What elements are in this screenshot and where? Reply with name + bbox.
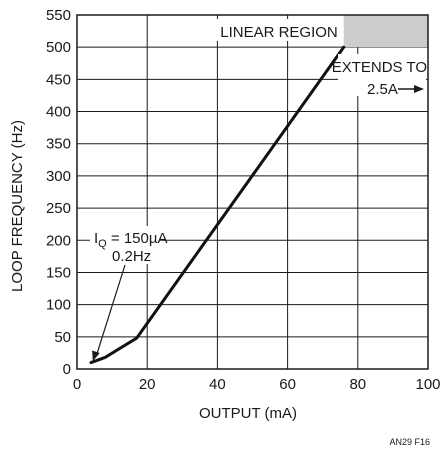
y-tick-label: 300: [46, 168, 71, 185]
iq-subscript: Q: [98, 238, 107, 250]
extends-arrow-head: [414, 85, 424, 93]
linear-region-label: LINEAR REGION: [220, 24, 338, 41]
y-tick-label: 500: [46, 39, 71, 56]
figure-label: AN29 F16: [389, 437, 430, 447]
x-tick-labels: 0 20 40 60 80 100: [73, 376, 441, 393]
y-tick-label: 50: [54, 329, 71, 346]
y-tick-label: 200: [46, 232, 71, 249]
iq-symbol: I: [94, 230, 98, 247]
y-tick-label: 450: [46, 71, 71, 88]
x-tick-label: 0: [73, 376, 81, 393]
linear-region-label-bg: [216, 19, 340, 41]
x-tick-label: 20: [139, 376, 156, 393]
region-layer: [343, 15, 428, 48]
y-tick-label: 400: [46, 104, 71, 121]
shaded-region: [343, 15, 428, 48]
iq-arrow-shaft: [96, 264, 126, 355]
series-line: [89, 45, 346, 365]
y-tick-label: 100: [46, 297, 71, 314]
x-axis-label: OUTPUT (mA): [199, 405, 297, 422]
series-layer: [89, 45, 346, 365]
x-tick-label: 100: [415, 376, 440, 393]
extends-label-line1: EXTENDS TO: [332, 59, 427, 76]
iq-label-bg: [90, 226, 160, 264]
y-tick-label: 150: [46, 264, 71, 281]
plot-frame: [76, 14, 429, 370]
y-tick-labels: 0 50 100 150 200 250 300 350 400 450 500 550: [46, 7, 71, 378]
extends-label-line2: 2.5A: [367, 81, 398, 98]
iq-arrow-head: [92, 350, 100, 362]
x-tick-label: 80: [349, 376, 366, 393]
y-axis-label: LOOP FREQUENCY (Hz): [9, 120, 26, 292]
y-tick-label: 550: [46, 7, 71, 24]
iq-label: IQ = 150µA: [94, 230, 168, 250]
y-tick-label: 250: [46, 200, 71, 217]
x-tick-label: 60: [279, 376, 296, 393]
annotation-layer: LINEAR REGION EXTENDS TO 2.5A IQ = 150µA0.2…: [90, 19, 427, 362]
iq-freq-label: 0.2Hz: [112, 248, 151, 265]
x-tick-label: 40: [209, 376, 226, 393]
y-tick-label: 350: [46, 136, 71, 153]
y-tick-label: 0: [63, 361, 71, 378]
frame-layer: [76, 14, 429, 370]
iq-value: = 150µA: [107, 230, 168, 247]
